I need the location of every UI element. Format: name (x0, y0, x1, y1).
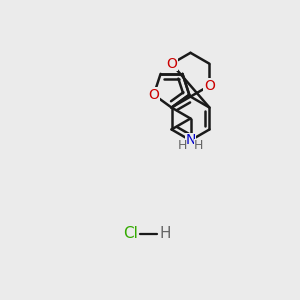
Text: O: O (166, 57, 177, 71)
Text: Cl: Cl (123, 226, 138, 242)
Text: H: H (159, 226, 171, 242)
Text: O: O (204, 79, 215, 93)
Text: H: H (177, 139, 187, 152)
Text: O: O (148, 88, 159, 102)
Text: N: N (185, 134, 196, 147)
Text: H: H (194, 139, 204, 152)
